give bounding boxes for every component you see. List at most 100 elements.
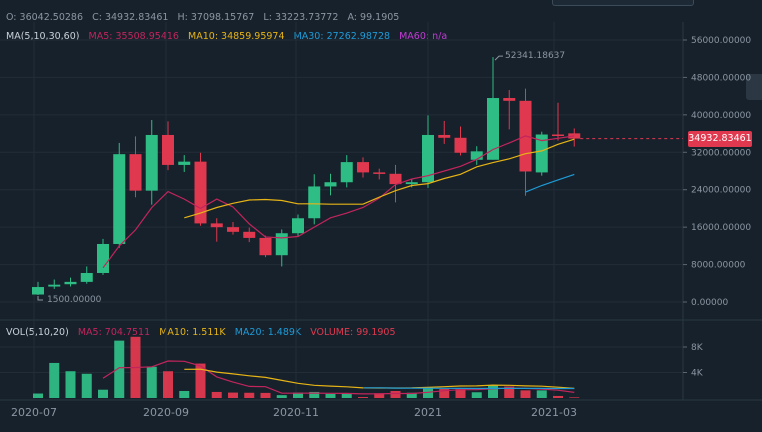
volume-bar — [553, 395, 563, 398]
candle-body — [97, 243, 109, 273]
volume-bar — [536, 390, 547, 398]
ohlc-readout: O: 36042.50286 C: 34932.83461 H: 37098.1… — [6, 12, 399, 23]
candle-body — [129, 154, 142, 191]
volume-bar — [520, 390, 531, 398]
volume-bar — [81, 373, 92, 398]
price-tick-label: 40000.00000 — [691, 111, 751, 121]
ma30-line — [525, 173, 575, 193]
candle-body — [227, 227, 239, 232]
volume-tick-label: 8K — [691, 343, 704, 353]
volume-bar — [455, 389, 466, 398]
volume-bar — [260, 392, 271, 398]
volume-bar — [276, 395, 287, 398]
ma-legend: MA(5,10,30,60) MA5: 35508.95416 MA10: 34… — [6, 31, 447, 42]
low-marker — [37, 295, 43, 301]
price-tick-label: 8000.00000 — [691, 261, 746, 271]
amount-label: A: — [347, 12, 358, 23]
ma5-line — [102, 135, 575, 269]
candle-body — [243, 231, 256, 238]
volume-bar — [488, 385, 498, 398]
ma10-value: MA10: 34859.95974 — [188, 31, 285, 42]
volume-bar — [390, 390, 401, 398]
time-tick-label: 2021 — [414, 406, 442, 419]
candle-body — [292, 218, 304, 234]
volume-bar — [374, 393, 385, 398]
volume-bar — [325, 393, 336, 398]
candle-body — [438, 134, 451, 138]
volume-bar — [293, 392, 303, 398]
volume-bar — [211, 391, 222, 398]
ma60-value: MA60: n/a — [399, 31, 448, 42]
amount-value: 99.1905 — [360, 12, 400, 23]
vol-ma20-value: MA20: 1.489K — [234, 327, 302, 338]
candle-body — [194, 161, 207, 224]
price-tick-label: 24000.00000 — [691, 186, 751, 196]
vol-legend: VOL(5,10,20) MA5: 704.7511 MA10: 1.511K … — [6, 327, 396, 338]
candle-body — [324, 182, 337, 187]
volume-bar — [439, 389, 450, 398]
volume-bar — [309, 391, 320, 398]
ma5-value: MA5: 35508.95416 — [88, 31, 179, 42]
candle-body — [80, 272, 93, 282]
candle-body — [422, 134, 434, 183]
volume-bar — [114, 340, 125, 398]
ma10-line — [184, 138, 575, 219]
candle-body — [32, 287, 44, 295]
candle-body — [535, 134, 548, 173]
candle-body — [178, 161, 191, 165]
volume-bar — [65, 371, 76, 398]
candle-body — [503, 98, 516, 101]
volume-bar — [98, 389, 108, 398]
candle-body — [405, 182, 418, 185]
time-tick-label: 2021-03 — [531, 406, 577, 419]
candle-body — [64, 281, 77, 285]
candle-body — [470, 151, 483, 160]
time-tick-label: 2020-09 — [143, 406, 189, 419]
low-label: L: — [263, 12, 272, 23]
time-tick-label: 2020-07 — [11, 406, 57, 419]
vol-ma10-value: MA10: 1.511K — [159, 327, 226, 338]
volume-bar — [504, 386, 515, 398]
volume-bar — [163, 371, 173, 398]
high-label: H: — [177, 12, 188, 23]
candle-body — [145, 134, 158, 191]
toolbar-button[interactable] — [552, 0, 694, 6]
candle-body — [357, 162, 369, 173]
high-value: 37098.15767 — [190, 12, 255, 23]
candle-body — [48, 284, 61, 287]
price-tick-label: 32000.00000 — [691, 148, 751, 158]
last-price-badge: 34932.83461 — [688, 131, 752, 147]
volume-bar — [471, 392, 482, 398]
high-annotation: 52341.18637 — [505, 51, 565, 61]
candle-body — [340, 162, 353, 183]
candle-body — [210, 223, 223, 228]
vol-ma5-value: MA5: 704.7511 — [77, 327, 151, 338]
volume-bar — [341, 393, 352, 398]
high-marker — [494, 55, 503, 61]
volume-bar — [195, 363, 206, 398]
candle-body — [113, 154, 126, 244]
candle-body — [487, 98, 499, 160]
close-value: 34932.83461 — [104, 12, 169, 23]
ma30-value: MA30: 27262.98728 — [293, 31, 391, 42]
volume-bar — [146, 366, 157, 398]
close-label: C: — [92, 12, 102, 23]
price-tick-label: 48000.00000 — [691, 73, 751, 83]
vol-legend-title: VOL(5,10,20) — [6, 327, 69, 338]
side-panel-toggle[interactable] — [746, 74, 762, 100]
candle-body — [373, 172, 386, 174]
candle-body — [275, 233, 288, 256]
candle-body — [454, 137, 467, 153]
candle-body — [259, 237, 272, 256]
volume-bar — [228, 392, 238, 398]
candle-body — [308, 186, 321, 219]
low-annotation: 1500.00000 — [47, 295, 102, 305]
candle-body — [552, 134, 564, 137]
open-value: 36042.50286 — [19, 12, 84, 23]
volume-bar — [244, 392, 255, 398]
price-tick-label: 56000.00000 — [691, 36, 751, 46]
volume-value: VOLUME: 99.1905 — [310, 327, 396, 338]
price-tick-label: 16000.00000 — [691, 223, 751, 233]
